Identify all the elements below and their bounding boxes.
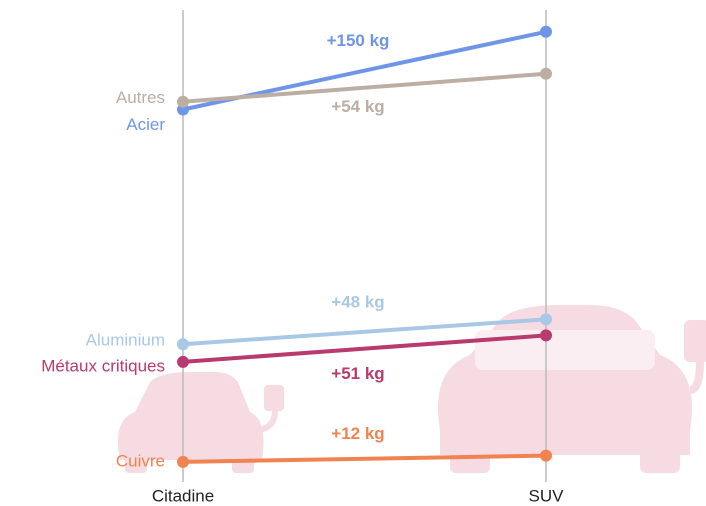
chart: Citadine SUV Acier +150 kg Autres +54 kg Alumi… xyxy=(0,0,706,506)
point xyxy=(540,450,552,462)
change-label: +51 kg xyxy=(331,364,384,383)
x-tick-label: SUV xyxy=(529,486,565,505)
series-label: Métaux critiques xyxy=(41,356,165,375)
series-label: Autres xyxy=(116,88,165,107)
change-label: +150 kg xyxy=(327,31,390,50)
series-label: Aluminium xyxy=(86,331,165,350)
point xyxy=(540,313,552,325)
change-label: +54 kg xyxy=(331,97,384,116)
point xyxy=(540,329,552,341)
x-tick-label: Citadine xyxy=(152,486,214,505)
series-label: Cuivre xyxy=(116,451,165,470)
point xyxy=(177,356,189,368)
change-label: +48 kg xyxy=(331,292,384,311)
point xyxy=(177,96,189,108)
point xyxy=(177,338,189,350)
point xyxy=(177,456,189,468)
series-label: Acier xyxy=(126,115,165,134)
change-label: +12 kg xyxy=(331,424,384,443)
point xyxy=(540,26,552,38)
point xyxy=(540,68,552,80)
